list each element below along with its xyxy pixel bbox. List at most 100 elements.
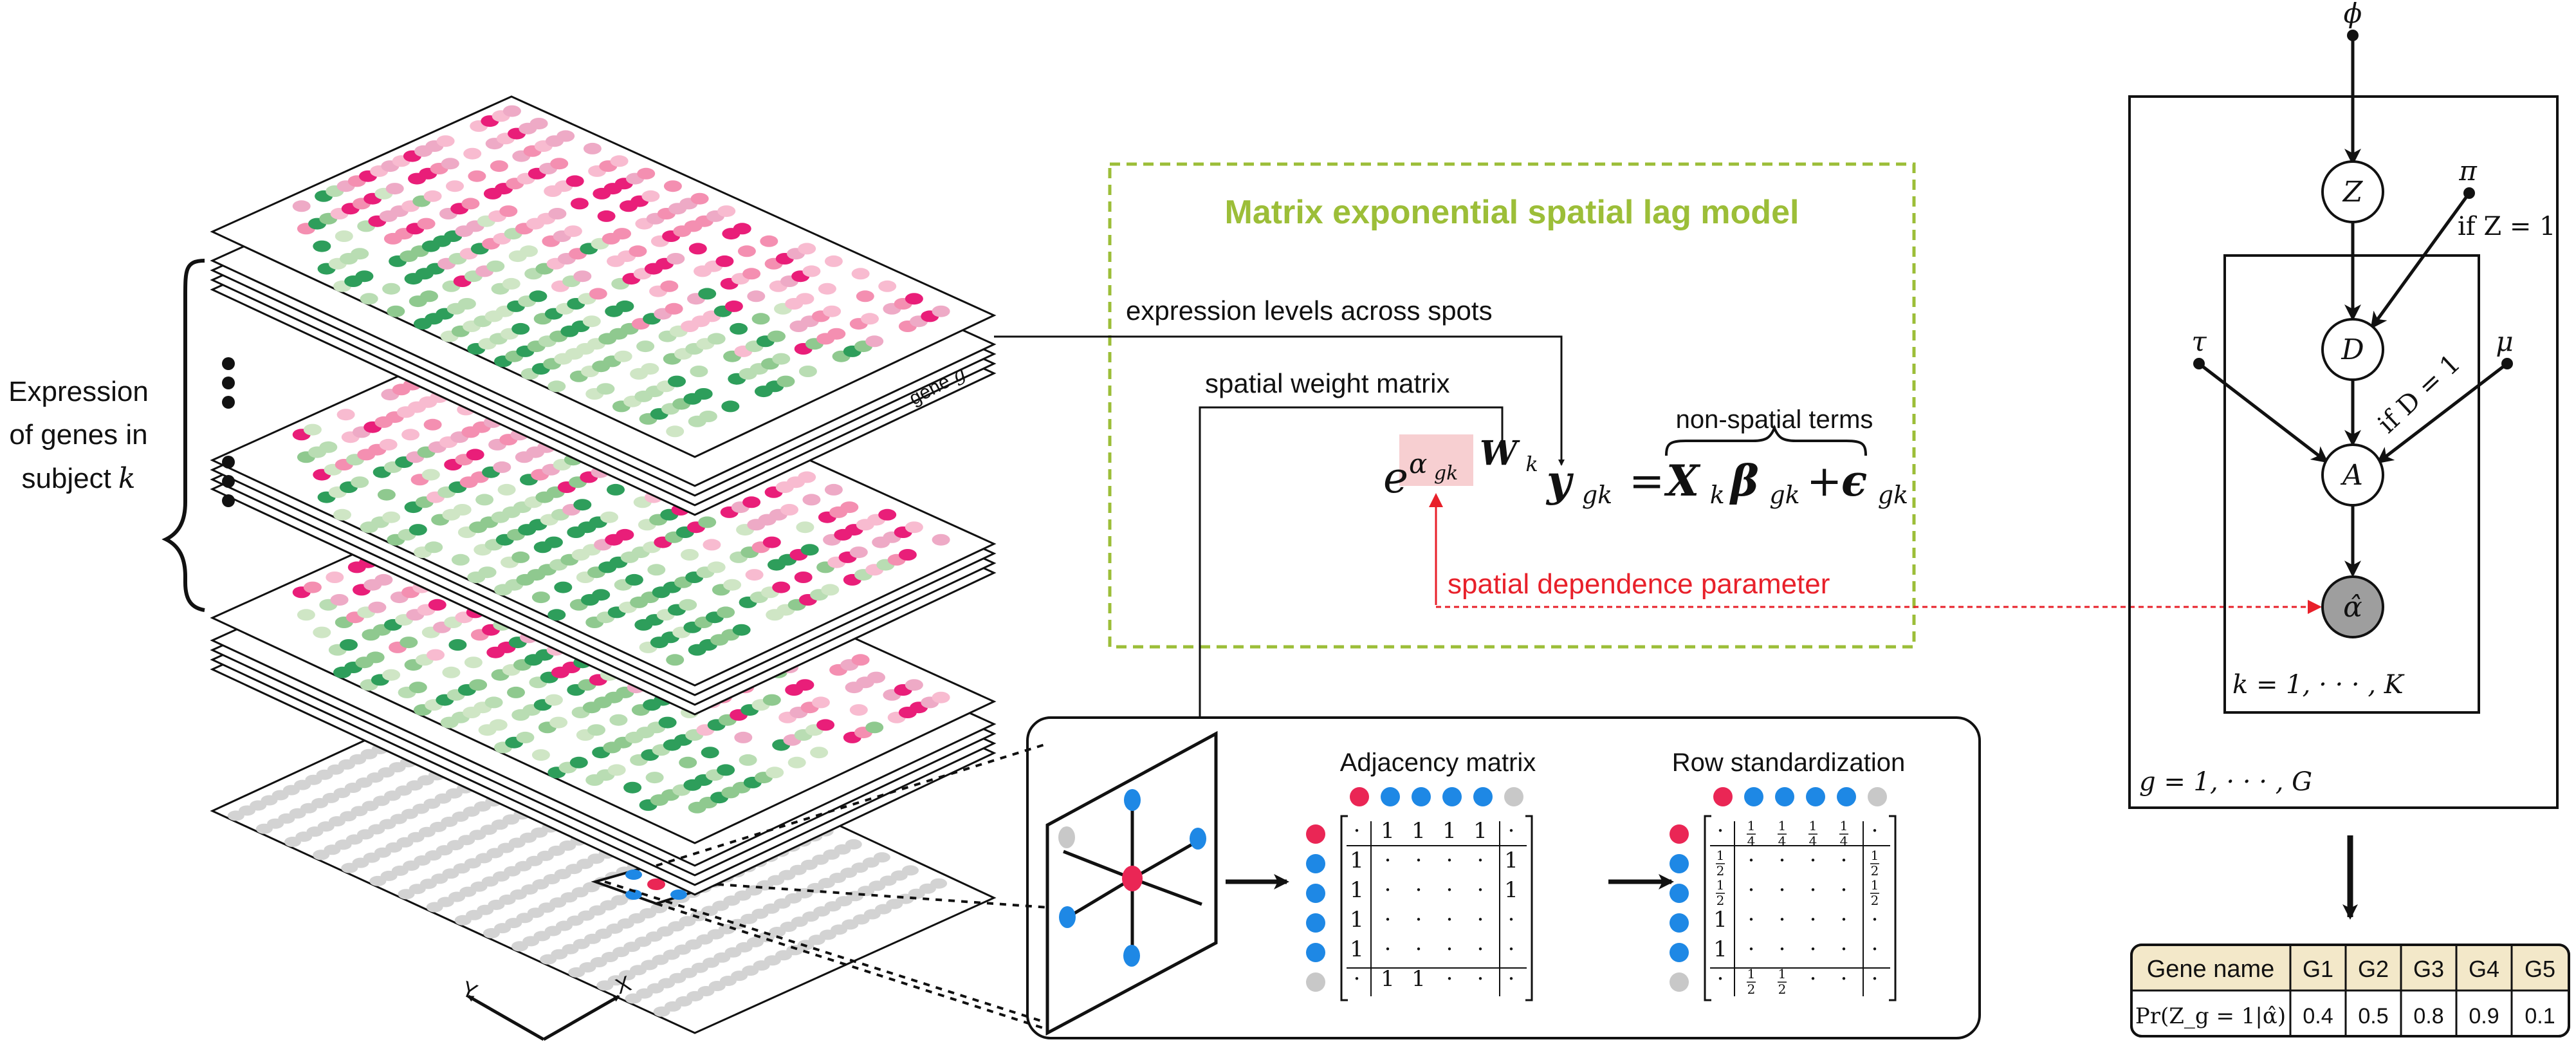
expression-spot [600,511,618,523]
matrix-cell: · [1717,818,1724,844]
tissue-spot [930,878,948,889]
neighbor-spot [1123,945,1140,967]
expression-spot [573,270,592,283]
bracket-right [1889,815,1897,1001]
matrix-cell: · [1841,907,1848,933]
expression-spot [867,671,885,684]
expression-spot [420,290,438,302]
layer-sheet [210,95,997,458]
neighbor-spot [1124,789,1141,811]
expression-spot [511,322,530,335]
expression-spot [461,198,480,210]
matrix-cell-num: 1 [1871,877,1879,893]
matrix-cell: · [1872,936,1879,962]
matrix-cell: · [1810,936,1817,962]
matrix-cell-num: 1 [1716,877,1725,893]
expression-spot [340,639,358,651]
expression-spot [335,230,353,242]
expression-spot [583,142,602,154]
expression-spot [623,781,642,794]
expression-spot [772,581,791,593]
expression-spot [802,265,821,277]
expression-spot [698,288,717,300]
column-spot-marker [1381,787,1400,806]
matrix-cell: · [1446,966,1453,992]
expression-spot [821,584,840,596]
matrix-cell: 1 [1412,818,1426,844]
expression-spot [547,609,566,621]
neighbor-spot [1190,828,1206,850]
matrix-cell: · [1748,877,1755,903]
expression-spot [531,591,550,604]
matrix-cell: · [1872,818,1879,844]
column-spot-marker [1775,787,1794,806]
expression-spot [427,649,445,661]
matrix-cell: · [1415,907,1422,933]
row-spot-marker [1670,943,1689,962]
expression-spot [566,175,584,187]
zoom-projection [604,742,1049,1031]
expression-spot [660,280,679,292]
expression-spot [732,624,751,636]
matrix-cell-den: 4 [1747,833,1756,849]
matrix-cell: · [1354,966,1361,992]
expression-spot [547,380,566,393]
expression-spot [417,218,436,230]
expression-spot [694,388,713,400]
expression-spot [707,333,726,345]
root-mu [2501,358,2513,369]
expression-spot [377,488,396,501]
expression-spot [745,569,764,581]
expression-spot [409,682,427,694]
expression-spot [865,721,884,734]
eq-y-sym: y [1545,456,1574,506]
expression-spot [421,469,440,481]
table-header-label: Gene name [2147,956,2275,983]
expression-spot [507,686,525,698]
expression-layer-top [210,95,997,458]
expression-spot [772,353,791,365]
row-spot-marker [1306,943,1325,962]
expression-spot [827,328,846,340]
expression-spot [478,566,497,579]
expression-spot [665,302,683,315]
matrix-cell: · [1354,818,1361,844]
expression-spot [441,158,459,170]
table-prob-value: 0.5 [2358,1004,2388,1028]
brace-label-word: subject [21,463,111,494]
expression-spot [865,335,884,348]
expression-spot [548,208,567,219]
expression-spot [486,260,505,272]
matrix-cell: · [1477,877,1484,903]
expression-spot [798,366,817,377]
expression-spot [760,235,778,247]
expression-spot [658,716,677,729]
expression-spot [641,190,660,202]
expression-spot [645,772,664,784]
node-A [2321,443,2384,507]
expression-spot [730,322,748,335]
bracket-left [1704,815,1711,1001]
expression-spot [796,679,814,691]
expression-spot [382,511,401,523]
matrix-cell: · [1841,936,1848,962]
expression-spot [766,767,784,779]
expression-connector [994,335,1565,466]
matrix-cell: · [1717,966,1724,992]
table-cells: G1 G2 G3 G4 G5 0.4 0.5 0.8 0.9 0.1 [2303,956,2555,1028]
column-spot-marker [1744,787,1763,806]
expression-spot [932,691,950,703]
row-spot-marker [1670,972,1689,992]
matrix-cell: · [1508,907,1515,933]
expression-spot [681,549,699,561]
matrix-cell-num: 1 [1716,848,1725,863]
expression-spot [905,679,923,691]
expression-spot [666,654,685,666]
expression-spot [616,300,634,312]
expression-spot [707,561,726,573]
matrix-cell: · [1508,818,1515,844]
expression-spot [878,280,897,292]
eq-alpha-sym: α [1409,448,1427,479]
expression-spot [303,423,322,436]
expression-spot [597,210,616,222]
